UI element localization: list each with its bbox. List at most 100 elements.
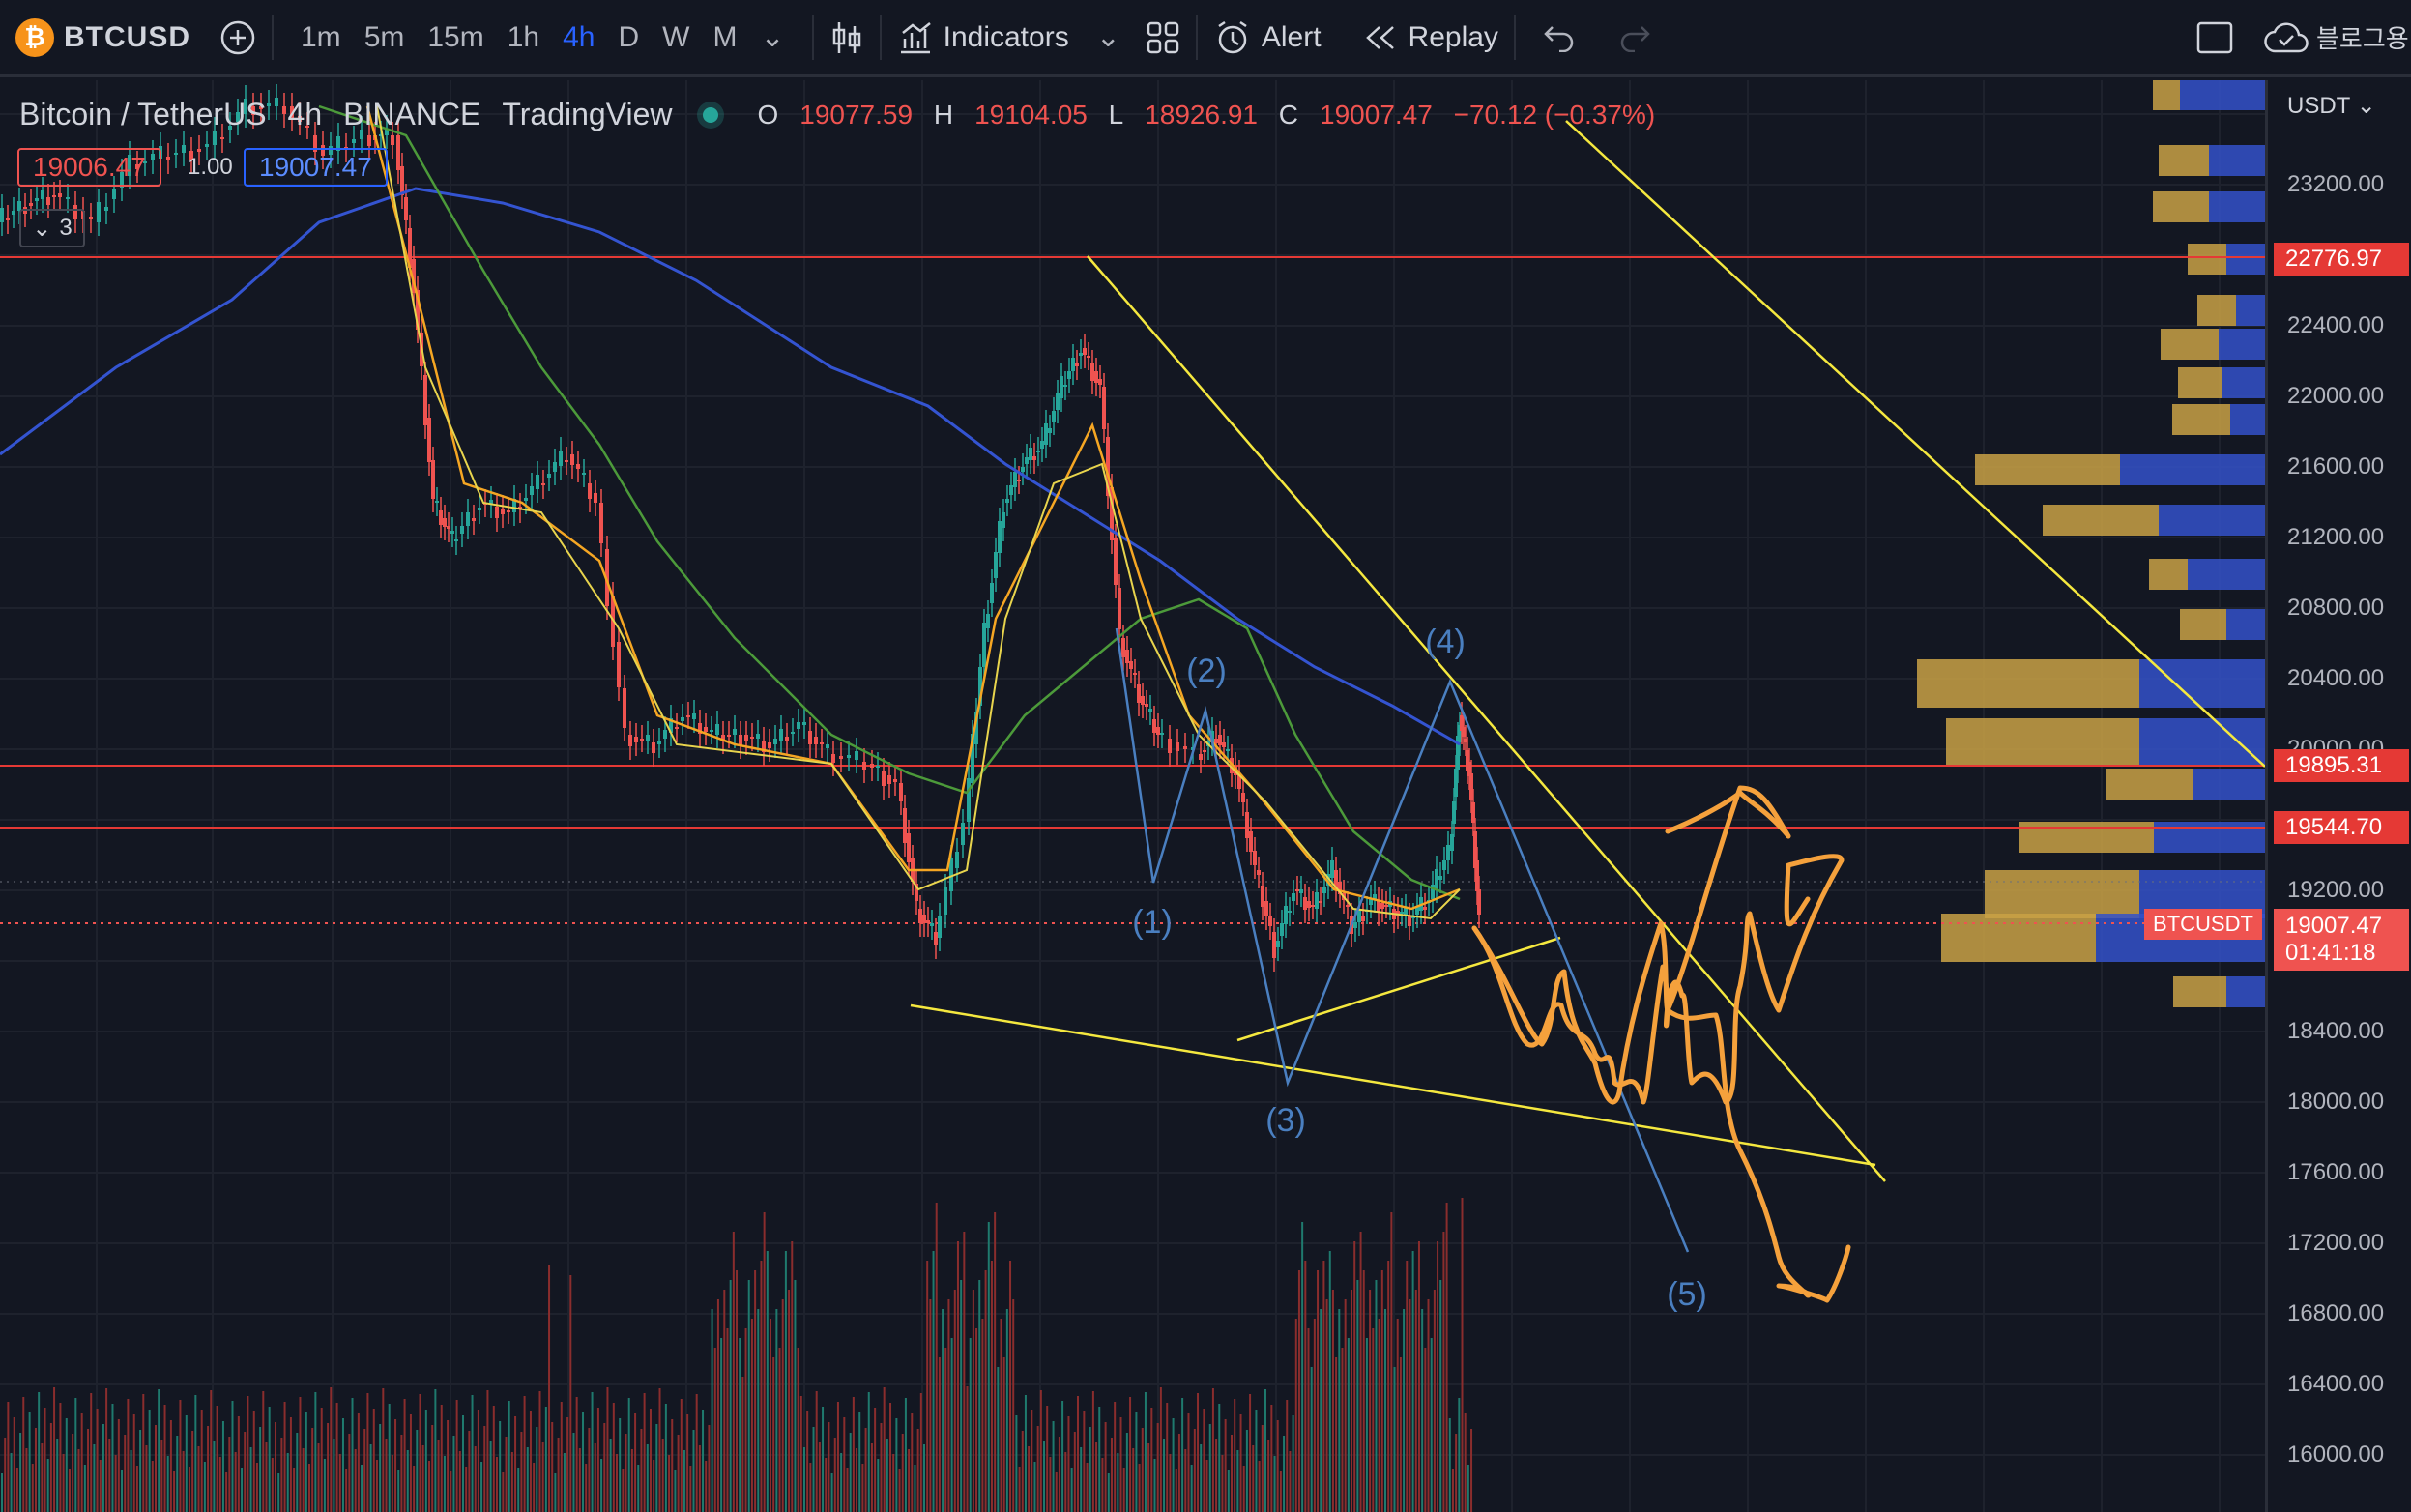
timeframe-d[interactable]: D: [618, 20, 640, 53]
candle-body: [1384, 905, 1388, 907]
candle-body: [1311, 905, 1315, 907]
candle-body: [779, 729, 783, 741]
timeframe-w[interactable]: W: [662, 20, 690, 53]
candles-icon: [832, 21, 860, 53]
alert-button[interactable]: Alert: [1213, 0, 1322, 76]
candle-body: [1145, 704, 1148, 707]
candle-body: [220, 137, 224, 139]
price-tick: 17600.00: [2287, 1159, 2385, 1185]
volume-profile-bar: [2209, 145, 2265, 176]
candle-body: [174, 153, 178, 155]
price-scale[interactable]: USDT ⌄ 23200.00 22400.00 22000.00 21600.…: [2265, 80, 2411, 1512]
candle-body: [197, 149, 201, 152]
candle-body: [1471, 802, 1475, 823]
volume-profile-bar: [2178, 367, 2222, 398]
price-tick: 16000.00: [2287, 1441, 2385, 1468]
candle-body: [1032, 456, 1036, 460]
legend-source: TradingView: [502, 97, 673, 131]
volume-profile-bar: [2154, 822, 2265, 853]
volume-profile-bar: [2193, 769, 2265, 800]
candle-body: [1469, 773, 1473, 800]
undo-icon: [1544, 25, 1574, 52]
symbol-selector[interactable]: ₿ BTCUSD: [15, 17, 190, 57]
candle-body: [961, 823, 965, 845]
timeframe-dropdown-icon[interactable]: ⌄: [760, 21, 785, 53]
legend-pair[interactable]: Bitcoin / TetherUS: [19, 97, 267, 131]
candle-body: [553, 462, 557, 472]
compare-button[interactable]: [219, 0, 256, 76]
undo-button[interactable]: [1543, 0, 1576, 76]
candle-body: [427, 418, 431, 462]
cloud-check-icon: [2264, 22, 2309, 52]
timeframe-5m[interactable]: 5m: [363, 20, 405, 53]
candle-body: [1396, 911, 1400, 916]
candle-body: [628, 735, 632, 746]
candle-body: [530, 486, 534, 495]
candle-body: [360, 130, 363, 139]
candle-body: [710, 730, 713, 732]
candle-body: [423, 375, 427, 425]
timeframe-1m[interactable]: 1m: [301, 20, 341, 53]
ohlc-values: O 19077.59 H 19104.05 L 18926.91 C 19007.47 …: [757, 100, 1669, 131]
candle-body: [1408, 916, 1411, 926]
price-tick: 16800.00: [2287, 1300, 2385, 1326]
timeframe-15m[interactable]: 15m: [427, 20, 484, 53]
candle-body: [1245, 812, 1249, 838]
candle-body: [1272, 932, 1276, 958]
timeframe-1h[interactable]: 1h: [507, 20, 540, 53]
candle-body: [1303, 897, 1307, 910]
candle-body: [1353, 922, 1357, 928]
candle-body: [727, 735, 731, 737]
price-tick: 18400.00: [2287, 1018, 2385, 1044]
timeframe-4h[interactable]: 4h: [563, 20, 595, 53]
indicators-button[interactable]: Indicators ⌄: [897, 0, 1120, 76]
indicators-dropdown-icon[interactable]: ⌄: [1095, 21, 1120, 53]
layouts-button[interactable]: [1146, 0, 1180, 76]
candle-body: [978, 667, 982, 706]
candle-body: [1048, 428, 1052, 433]
candle-body: [1152, 719, 1156, 733]
candle-body: [251, 106, 255, 115]
candle-body: [1083, 348, 1087, 355]
candle-body: [698, 723, 702, 734]
price-tick: 22400.00: [2287, 312, 2385, 338]
volume-profile-bar: [2226, 976, 2265, 1007]
candle-body: [1334, 870, 1338, 888]
candle-body: [949, 858, 953, 891]
fullscreen-button[interactable]: [2196, 0, 2233, 76]
moving-average-line: [376, 105, 1461, 920]
candle-body: [922, 915, 926, 923]
volume-profile-bar: [2222, 367, 2265, 398]
candle-body: [918, 909, 922, 923]
timeframe-m[interactable]: M: [712, 20, 738, 53]
high-label: H: [933, 99, 954, 130]
candle-body: [623, 688, 626, 728]
indicators-collapse-button[interactable]: ⌄ 3: [19, 209, 85, 247]
volume-profile-bar: [2106, 769, 2193, 800]
candle-body: [1456, 736, 1460, 770]
chart-type-button[interactable]: [829, 0, 864, 76]
candle-body: [1044, 423, 1048, 445]
candle-body: [1454, 769, 1458, 797]
candle-body: [305, 126, 309, 128]
volume-profile-bar: [2230, 404, 2265, 435]
candle-body: [570, 454, 574, 465]
candle-body: [1214, 739, 1218, 743]
buy-price-button[interactable]: 19007.47: [244, 148, 388, 187]
price-chart[interactable]: (1) (2) (3) (4) (5): [0, 80, 2265, 1512]
candle-body: [675, 727, 679, 729]
replay-button[interactable]: Replay: [1364, 0, 1498, 76]
chevron-down-icon: ⌄: [32, 215, 52, 242]
candle-body: [663, 730, 667, 739]
order-quantity[interactable]: 1.00: [188, 154, 233, 180]
candle-body: [982, 623, 986, 667]
publish-button[interactable]: 블로그용: [2264, 0, 2409, 76]
redo-button[interactable]: [1618, 0, 1651, 76]
sell-price-button[interactable]: 19006.47: [17, 148, 161, 187]
candle-body: [1438, 876, 1442, 880]
candle-body: [52, 195, 56, 197]
currency-selector[interactable]: USDT ⌄: [2287, 92, 2376, 120]
candle-body: [1475, 860, 1479, 891]
price-tick: 22000.00: [2287, 383, 2385, 409]
candle-body: [1137, 684, 1141, 703]
